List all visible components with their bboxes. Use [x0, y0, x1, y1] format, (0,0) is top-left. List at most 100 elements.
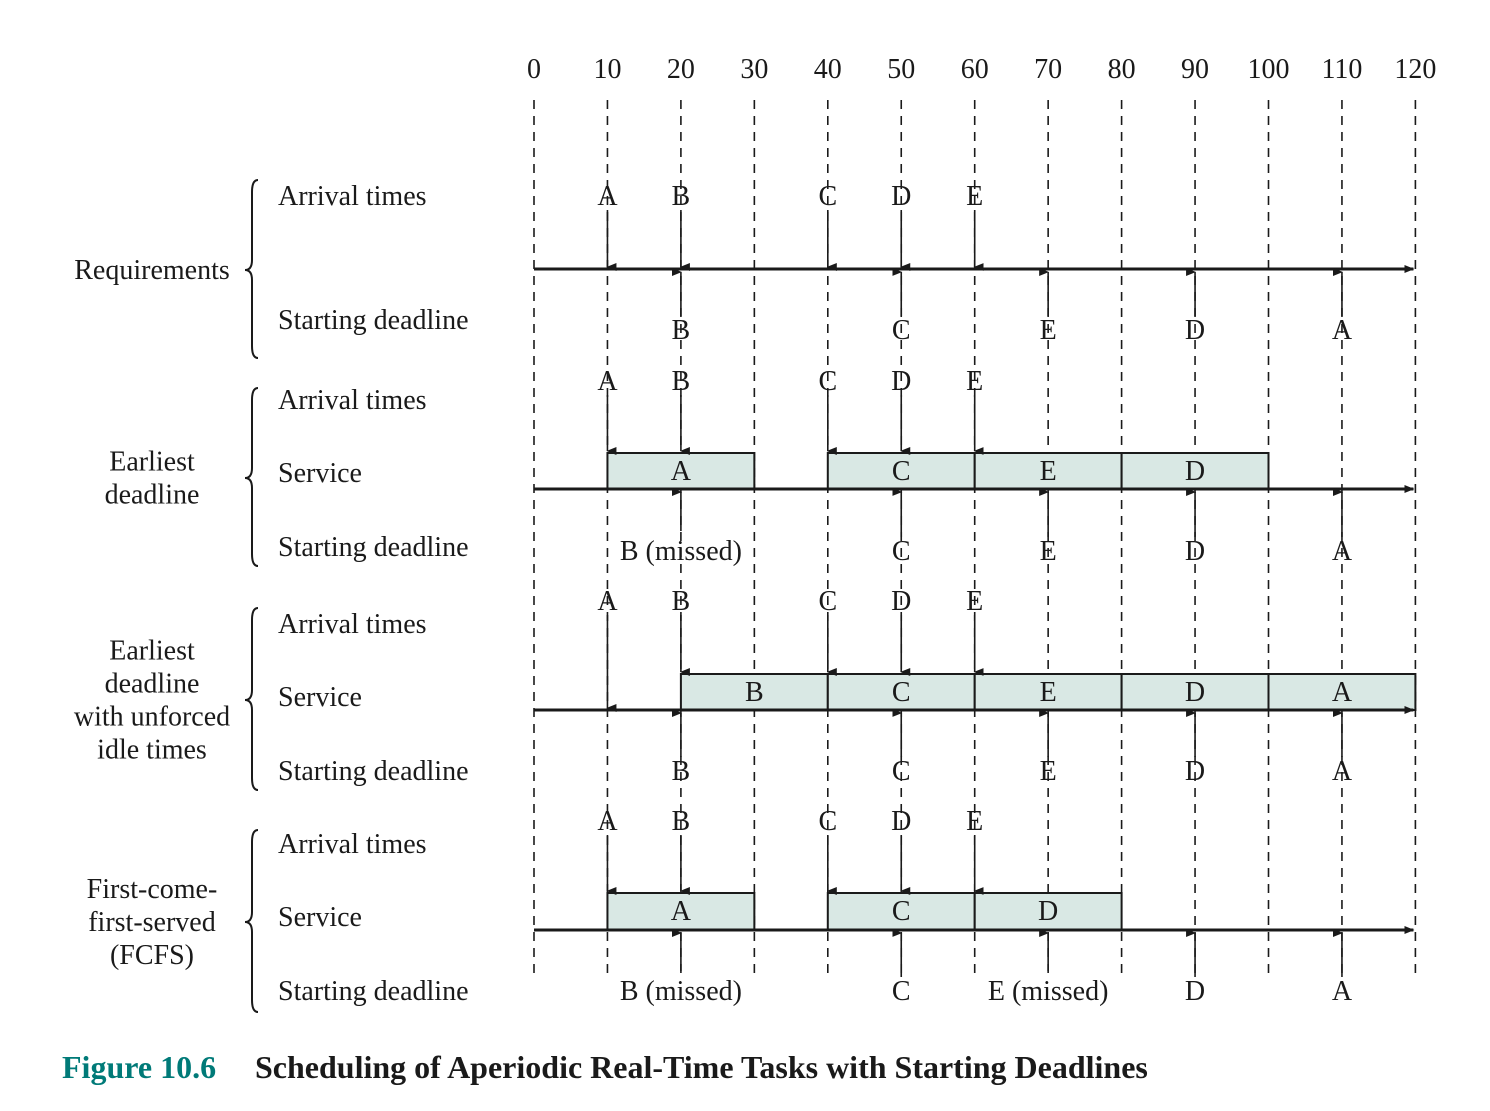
- panel-title-line: Earliest: [109, 636, 195, 667]
- arrival-label: C: [818, 806, 837, 837]
- brace: [244, 829, 259, 1013]
- service-block-label: E: [1040, 677, 1057, 708]
- time-tick-label: 110: [1321, 54, 1362, 85]
- brace: [244, 387, 259, 567]
- service-block-label: A: [1332, 677, 1353, 708]
- time-axis-ticks: 0 10 20 30 40 50 60 70 80 90 100 110 120: [527, 54, 1436, 85]
- panel-4: First-come-first-served(FCFS) Arrival tim…: [87, 806, 1415, 1013]
- panel-title-line: First-come-: [87, 874, 218, 905]
- service-block-label: D: [1038, 896, 1058, 927]
- time-tick-label: 50: [887, 54, 915, 85]
- service-block: [1120, 452, 1270, 490]
- row-label-deadline: Starting deadline: [278, 532, 469, 563]
- service-block: [1267, 673, 1417, 711]
- arrival-label: A: [597, 806, 618, 837]
- panels: Requirements Arrival times Starting deadli…: [74, 179, 1417, 1013]
- arrival-label: C: [818, 586, 837, 617]
- panel-1: Requirements Arrival times Starting deadli…: [74, 179, 1415, 359]
- deadline-label: B: [672, 315, 691, 346]
- time-tick-label: 70: [1034, 54, 1062, 85]
- deadline-label-missed: B (missed): [620, 536, 742, 567]
- arrival-label: D: [891, 181, 911, 212]
- row-label-service: Service: [278, 682, 362, 713]
- service-block-label: C: [892, 677, 911, 708]
- service-block: [1120, 673, 1270, 711]
- service-block-label: A: [671, 896, 692, 927]
- arrival-label: E: [966, 181, 983, 212]
- deadline-label: C: [892, 756, 911, 787]
- deadline-label: E: [1040, 315, 1057, 346]
- arrival-label: D: [891, 366, 911, 397]
- time-tick-label: 10: [593, 54, 621, 85]
- deadline-label: C: [892, 315, 911, 346]
- arrival-label: B: [672, 806, 691, 837]
- time-tick-label: 20: [667, 54, 695, 85]
- time-tick-label: 0: [527, 54, 541, 85]
- row-label-deadline: Starting deadline: [278, 305, 469, 336]
- panel-title-line: deadline: [105, 480, 200, 511]
- time-tick-label: 120: [1394, 54, 1436, 85]
- deadline-label: D: [1185, 976, 1205, 1007]
- time-tick-label: 60: [961, 54, 989, 85]
- row-label-arrival: Arrival times: [278, 181, 427, 212]
- deadline-label: B: [672, 756, 691, 787]
- deadline-label: E: [1040, 536, 1057, 567]
- caption-title: Scheduling of Aperiodic Real-Time Tasks …: [255, 1049, 1148, 1085]
- deadline-label: C: [892, 976, 911, 1007]
- brace: [244, 607, 259, 791]
- row-label-service: Service: [278, 902, 362, 933]
- service-block-label: E: [1040, 456, 1057, 487]
- arrival-label: E: [966, 586, 983, 617]
- deadline-label-missed: E (missed): [988, 976, 1109, 1007]
- arrival-label: A: [597, 366, 618, 397]
- caption-number: Figure 10.6: [62, 1049, 216, 1085]
- time-tick-label: 40: [814, 54, 842, 85]
- deadline-label: D: [1185, 315, 1205, 346]
- arrival-label: D: [891, 806, 911, 837]
- row-label-arrival: Arrival times: [278, 829, 427, 860]
- figure-caption: Figure 10.6 Scheduling of Aperiodic Real…: [62, 1049, 1148, 1085]
- service-block-label: B: [745, 677, 764, 708]
- service-block: [826, 452, 976, 490]
- panel-title-line: first-served: [88, 907, 216, 938]
- arrival-label: C: [818, 366, 837, 397]
- panel-title-line: Earliest: [109, 447, 195, 478]
- brace: [244, 179, 259, 359]
- deadline-label: D: [1185, 536, 1205, 567]
- arrival-label: B: [672, 366, 691, 397]
- panel-title-line: idle times: [97, 735, 207, 766]
- service-block-label: D: [1185, 456, 1205, 487]
- panel-title-line: with unforced: [74, 702, 230, 733]
- service-block-label: C: [892, 456, 911, 487]
- time-tick-label: 30: [740, 54, 768, 85]
- deadline-label: A: [1332, 976, 1353, 1007]
- service-block-label: D: [1185, 677, 1205, 708]
- arrival-label: B: [672, 586, 691, 617]
- service-block: [606, 452, 756, 490]
- deadline-label: E: [1040, 756, 1057, 787]
- row-label-arrival: Arrival times: [278, 609, 427, 640]
- arrival-label: E: [966, 806, 983, 837]
- time-tick-label: 90: [1181, 54, 1209, 85]
- arrival-label: C: [818, 181, 837, 212]
- arrival-label: A: [597, 586, 618, 617]
- arrival-label: B: [672, 181, 691, 212]
- deadline-label-missed: B (missed): [620, 976, 742, 1007]
- service-block: [973, 452, 1123, 490]
- row-label-arrival: Arrival times: [278, 385, 427, 416]
- service-block: [606, 892, 756, 931]
- row-label-deadline: Starting deadline: [278, 976, 469, 1007]
- row-label-deadline: Starting deadline: [278, 756, 469, 787]
- time-tick-label: 80: [1108, 54, 1136, 85]
- deadline-label: A: [1332, 315, 1353, 346]
- time-tick-label: 100: [1248, 54, 1290, 85]
- row-label-service: Service: [278, 458, 362, 489]
- panel-title-line: (FCFS): [110, 940, 194, 971]
- arrival-label: D: [891, 586, 911, 617]
- deadline-label: D: [1185, 756, 1205, 787]
- deadline-label: A: [1332, 536, 1353, 567]
